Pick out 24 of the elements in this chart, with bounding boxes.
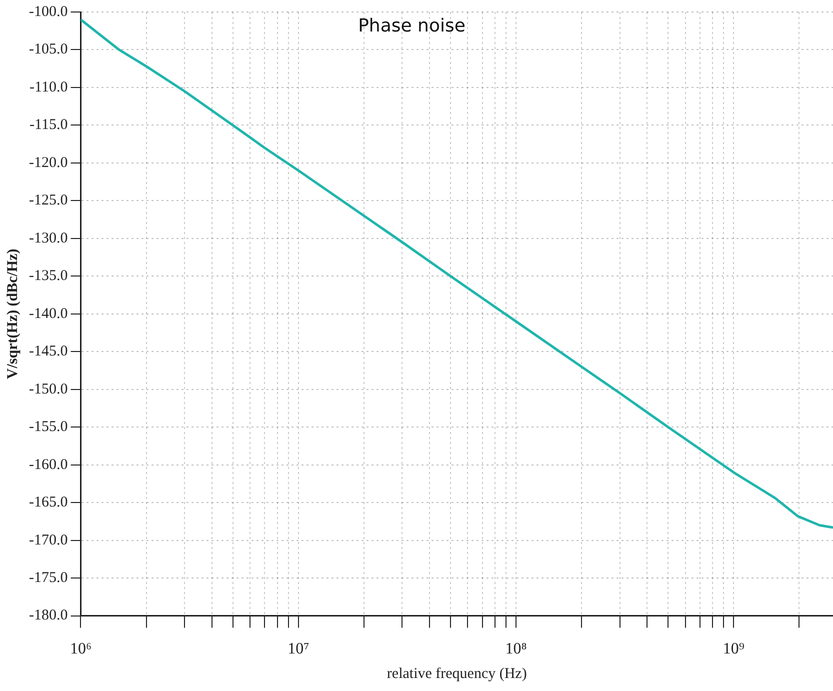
x-tick-label: 10⁸: [505, 640, 527, 658]
y-tick-label: -110.0: [30, 79, 68, 96]
y-tick-label: -135.0: [28, 268, 68, 284]
x-tick-label: 10⁹: [722, 640, 745, 658]
y-tick-label: -115.0: [30, 117, 68, 134]
y-tick-label: -140.0: [28, 306, 68, 322]
y-tick-label: -120.0: [28, 154, 68, 171]
y-tick-label: -105.0: [28, 42, 68, 58]
y-tick-label: -150.0: [28, 381, 68, 398]
y-tick-label: -180.0: [28, 608, 68, 624]
y-tick-label: -145.0: [28, 344, 68, 360]
y-tick-label: -170.0: [28, 532, 68, 548]
x-axis-title: relative frequency (Hz): [386, 666, 527, 682]
y-tick-label: -165.0: [28, 494, 68, 511]
y-tick-label: -100.0: [28, 4, 68, 20]
chart-title: Phase noise: [358, 16, 466, 37]
x-tick-label: 10⁷: [288, 640, 310, 658]
y-tick-label: -130.0: [28, 230, 68, 246]
x-tick-label: 10⁶: [70, 640, 92, 658]
y-axis-title: V/sqrt(Hz) (dBc/Hz): [4, 248, 21, 380]
y-tick-label: -160.0: [28, 456, 68, 473]
y-tick-label: -125.0: [28, 192, 68, 209]
y-tick-label: -175.0: [28, 570, 68, 586]
y-tick-label: -155.0: [28, 419, 68, 436]
